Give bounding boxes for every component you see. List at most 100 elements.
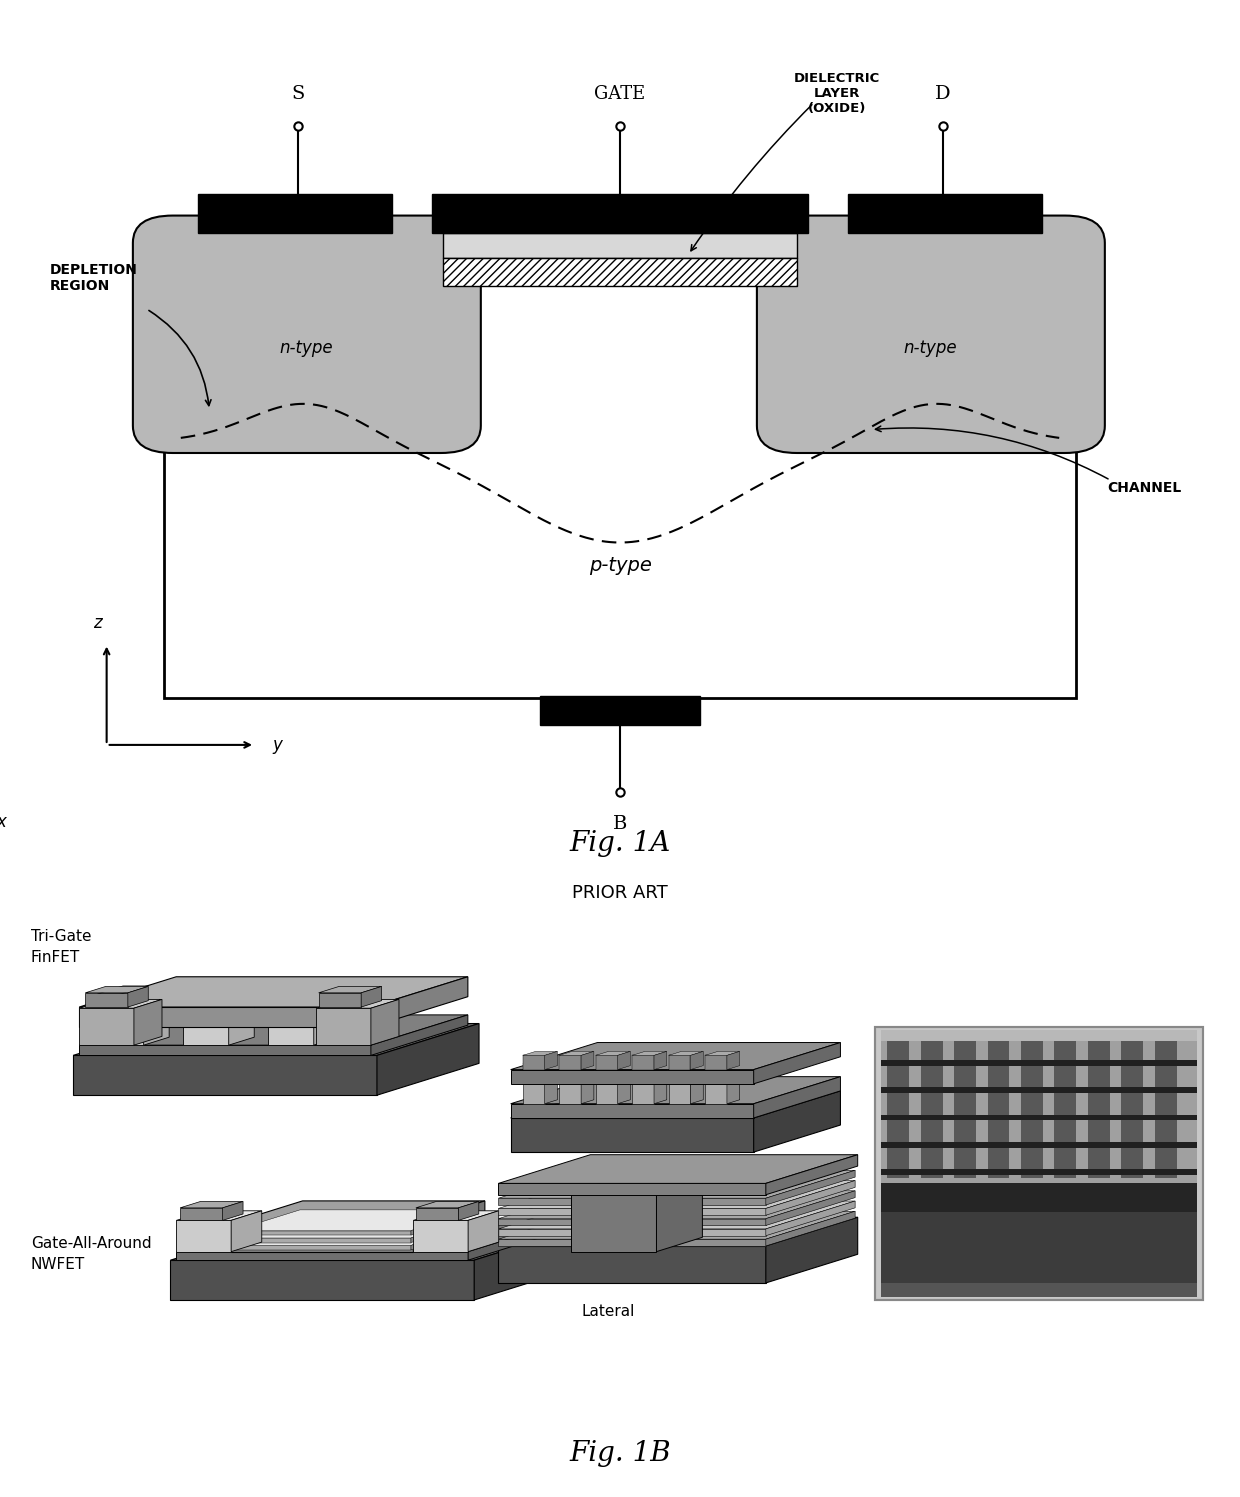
Polygon shape [754, 1091, 841, 1153]
Polygon shape [180, 1208, 223, 1220]
Polygon shape [511, 1076, 841, 1103]
Text: Lateral: Lateral [582, 1304, 635, 1319]
Polygon shape [754, 1042, 841, 1084]
Bar [882, 1213, 1197, 1296]
Polygon shape [766, 1211, 856, 1246]
Bar [882, 1183, 1197, 1213]
Polygon shape [691, 1060, 703, 1103]
Polygon shape [98, 994, 144, 1045]
Bar [882, 1087, 1197, 1093]
Text: p-type: p-type [589, 557, 651, 575]
Polygon shape [618, 1051, 630, 1069]
Text: y: y [272, 737, 281, 754]
Polygon shape [79, 1007, 371, 1027]
Bar [848, 193, 1042, 232]
Polygon shape [766, 1217, 858, 1283]
Polygon shape [632, 1055, 653, 1069]
Polygon shape [467, 1222, 565, 1260]
Bar [888, 1036, 909, 1178]
Polygon shape [410, 1217, 477, 1243]
Bar [954, 1036, 976, 1178]
Polygon shape [498, 1211, 856, 1240]
Text: Fig. 1A: Fig. 1A [569, 831, 671, 858]
Polygon shape [98, 987, 169, 994]
Polygon shape [410, 1225, 477, 1250]
Polygon shape [231, 1223, 413, 1251]
Polygon shape [766, 1201, 856, 1235]
Text: DIELECTRIC
LAYER
(OXIDE): DIELECTRIC LAYER (OXIDE) [794, 72, 880, 115]
Polygon shape [498, 1201, 856, 1229]
Polygon shape [511, 1091, 841, 1118]
Polygon shape [511, 1042, 841, 1069]
Bar [1121, 1036, 1143, 1178]
Polygon shape [511, 1069, 754, 1084]
Polygon shape [319, 987, 382, 993]
Bar [875, 1027, 1203, 1299]
Polygon shape [413, 1201, 485, 1251]
Polygon shape [595, 1055, 618, 1069]
Polygon shape [544, 1060, 558, 1103]
Polygon shape [268, 987, 340, 994]
Bar [432, 193, 808, 232]
Polygon shape [86, 993, 128, 1007]
Polygon shape [523, 1060, 558, 1064]
Polygon shape [523, 1055, 544, 1069]
Polygon shape [559, 1051, 594, 1055]
Text: Tri-Gate
FinFET: Tri-Gate FinFET [31, 930, 91, 966]
Polygon shape [632, 1064, 653, 1103]
Polygon shape [582, 1060, 594, 1103]
Polygon shape [316, 1000, 399, 1007]
Bar [882, 1283, 1197, 1296]
Polygon shape [498, 1171, 856, 1198]
Polygon shape [691, 1051, 703, 1069]
Polygon shape [706, 1055, 727, 1069]
Bar [198, 193, 392, 232]
Polygon shape [498, 1208, 766, 1216]
Polygon shape [706, 1051, 740, 1055]
Polygon shape [498, 1217, 858, 1246]
Polygon shape [668, 1055, 691, 1069]
Polygon shape [668, 1060, 703, 1064]
Polygon shape [410, 1210, 477, 1235]
Polygon shape [176, 1220, 231, 1251]
Polygon shape [498, 1229, 766, 1235]
Polygon shape [511, 1103, 754, 1118]
Polygon shape [766, 1154, 858, 1195]
Polygon shape [180, 1202, 243, 1208]
Polygon shape [79, 1007, 134, 1045]
Polygon shape [727, 1051, 740, 1069]
Polygon shape [371, 1000, 399, 1045]
Polygon shape [766, 1171, 856, 1205]
Polygon shape [316, 1007, 371, 1045]
Text: Vertical: Vertical [646, 1045, 703, 1060]
Polygon shape [766, 1181, 856, 1216]
Polygon shape [170, 1229, 577, 1260]
Text: CHANNEL: CHANNEL [1107, 481, 1182, 496]
Polygon shape [559, 1055, 582, 1069]
Text: n-type: n-type [904, 338, 957, 356]
Polygon shape [228, 987, 254, 1045]
Polygon shape [498, 1183, 766, 1195]
Polygon shape [474, 1229, 577, 1299]
Bar [882, 1030, 1197, 1183]
FancyBboxPatch shape [133, 216, 481, 454]
Polygon shape [233, 1217, 477, 1238]
Polygon shape [595, 1060, 630, 1064]
Polygon shape [79, 976, 467, 1007]
Polygon shape [544, 1051, 558, 1069]
Polygon shape [498, 1240, 766, 1246]
Polygon shape [632, 1060, 667, 1064]
Polygon shape [754, 1076, 841, 1118]
Text: Fig. 1B: Fig. 1B [569, 1440, 671, 1467]
Polygon shape [371, 976, 467, 1027]
Polygon shape [319, 993, 361, 1007]
Polygon shape [233, 1231, 410, 1235]
Polygon shape [314, 987, 340, 1045]
Polygon shape [176, 1222, 565, 1251]
Polygon shape [727, 1060, 740, 1103]
Polygon shape [176, 1211, 262, 1220]
Polygon shape [498, 1154, 858, 1183]
Text: PRIOR ART: PRIOR ART [572, 885, 668, 903]
Text: S: S [291, 85, 305, 103]
Polygon shape [170, 1260, 474, 1299]
